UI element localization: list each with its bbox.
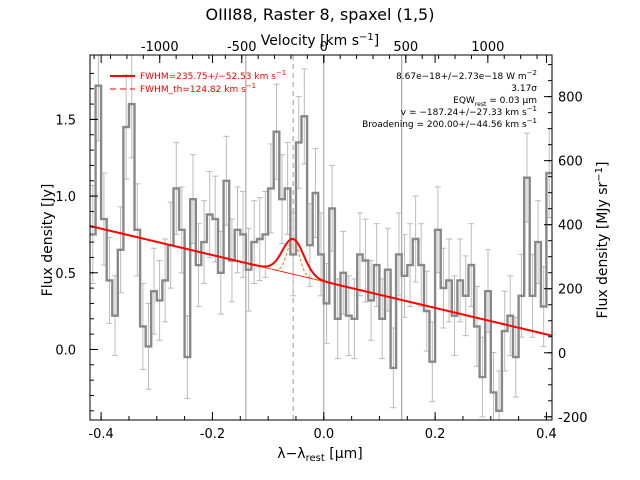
x-axis-title: λ−λrest [μm] bbox=[277, 446, 362, 464]
velocity-tick-label: 1000 bbox=[471, 40, 504, 55]
axis-ticks: -0.4 -0.2 0.0 0.2 0.4 0.0 0.5 1.0 1.5 -200 0 200 400… bbox=[55, 40, 587, 442]
gaussian-fit-line bbox=[90, 225, 552, 337]
annotation-sigma: 3.17σ bbox=[511, 84, 537, 94]
velocity-tick-label: -1000 bbox=[141, 40, 179, 55]
x-tick-label: 0.2 bbox=[425, 427, 446, 442]
plot-inner bbox=[90, 55, 552, 420]
legend-label-solid: FWHM=235.75+/−52.53 km s−1 bbox=[140, 69, 286, 82]
chart-title: OIII88, Raster 8, spaxel (1,5) bbox=[206, 5, 435, 24]
y-tick-label: 0.0 bbox=[55, 343, 76, 358]
y-tick-label: 1.5 bbox=[55, 113, 76, 128]
legend: FWHM=235.75+/−52.53 km s−1 FWHM_th=124.8… bbox=[110, 69, 286, 95]
annotation-flux: 8.67e−18+/−2.73e−18 W m−2 bbox=[396, 69, 537, 82]
y2-tick-label: 200 bbox=[558, 283, 583, 298]
x-tick-label: -0.4 bbox=[88, 427, 113, 442]
y-tick-label: 0.5 bbox=[55, 267, 76, 282]
x-tick-label: 0.4 bbox=[536, 427, 557, 442]
annotations: 8.67e−18+/−2.73e−18 W m−2 3.17σ EQWrest … bbox=[362, 69, 537, 130]
y2-tick-label: 800 bbox=[558, 91, 583, 106]
x-tick-label: 0.0 bbox=[313, 427, 334, 442]
plot-area bbox=[90, 55, 552, 420]
top-axis-title: Velocity [km s−1] bbox=[261, 32, 380, 49]
spectrum-histogram bbox=[90, 84, 552, 412]
y-tick-label: 1.0 bbox=[55, 190, 76, 205]
y-axis-title: Flux density [Jy] bbox=[40, 184, 56, 297]
y2-tick-label: 400 bbox=[558, 219, 583, 234]
x-tick-label: -0.2 bbox=[200, 427, 225, 442]
gaussian-th-fit bbox=[259, 238, 326, 283]
annotation-eqw: EQWrest = 0.03 μm bbox=[453, 96, 537, 108]
annotation-velocity: v = −187.24+/−27.33 km s−1 bbox=[401, 105, 537, 118]
y2-tick-label: 600 bbox=[558, 155, 583, 170]
y2-tick-label: -200 bbox=[558, 411, 588, 426]
velocity-tick-label: 0 bbox=[320, 40, 328, 55]
y2-tick-label: 0 bbox=[558, 347, 566, 362]
plot-frame bbox=[89, 54, 553, 421]
y2-axis-title: Flux density [MJy sr−1] bbox=[594, 161, 611, 318]
legend-label-dashed: FWHM_th=124.82 km s−1 bbox=[140, 82, 256, 95]
annotation-broadening: Broadening = 200.00+/−44.56 km s−1 bbox=[362, 117, 537, 130]
velocity-tick-label: 500 bbox=[393, 40, 418, 55]
velocity-tick-label: -500 bbox=[227, 40, 257, 55]
